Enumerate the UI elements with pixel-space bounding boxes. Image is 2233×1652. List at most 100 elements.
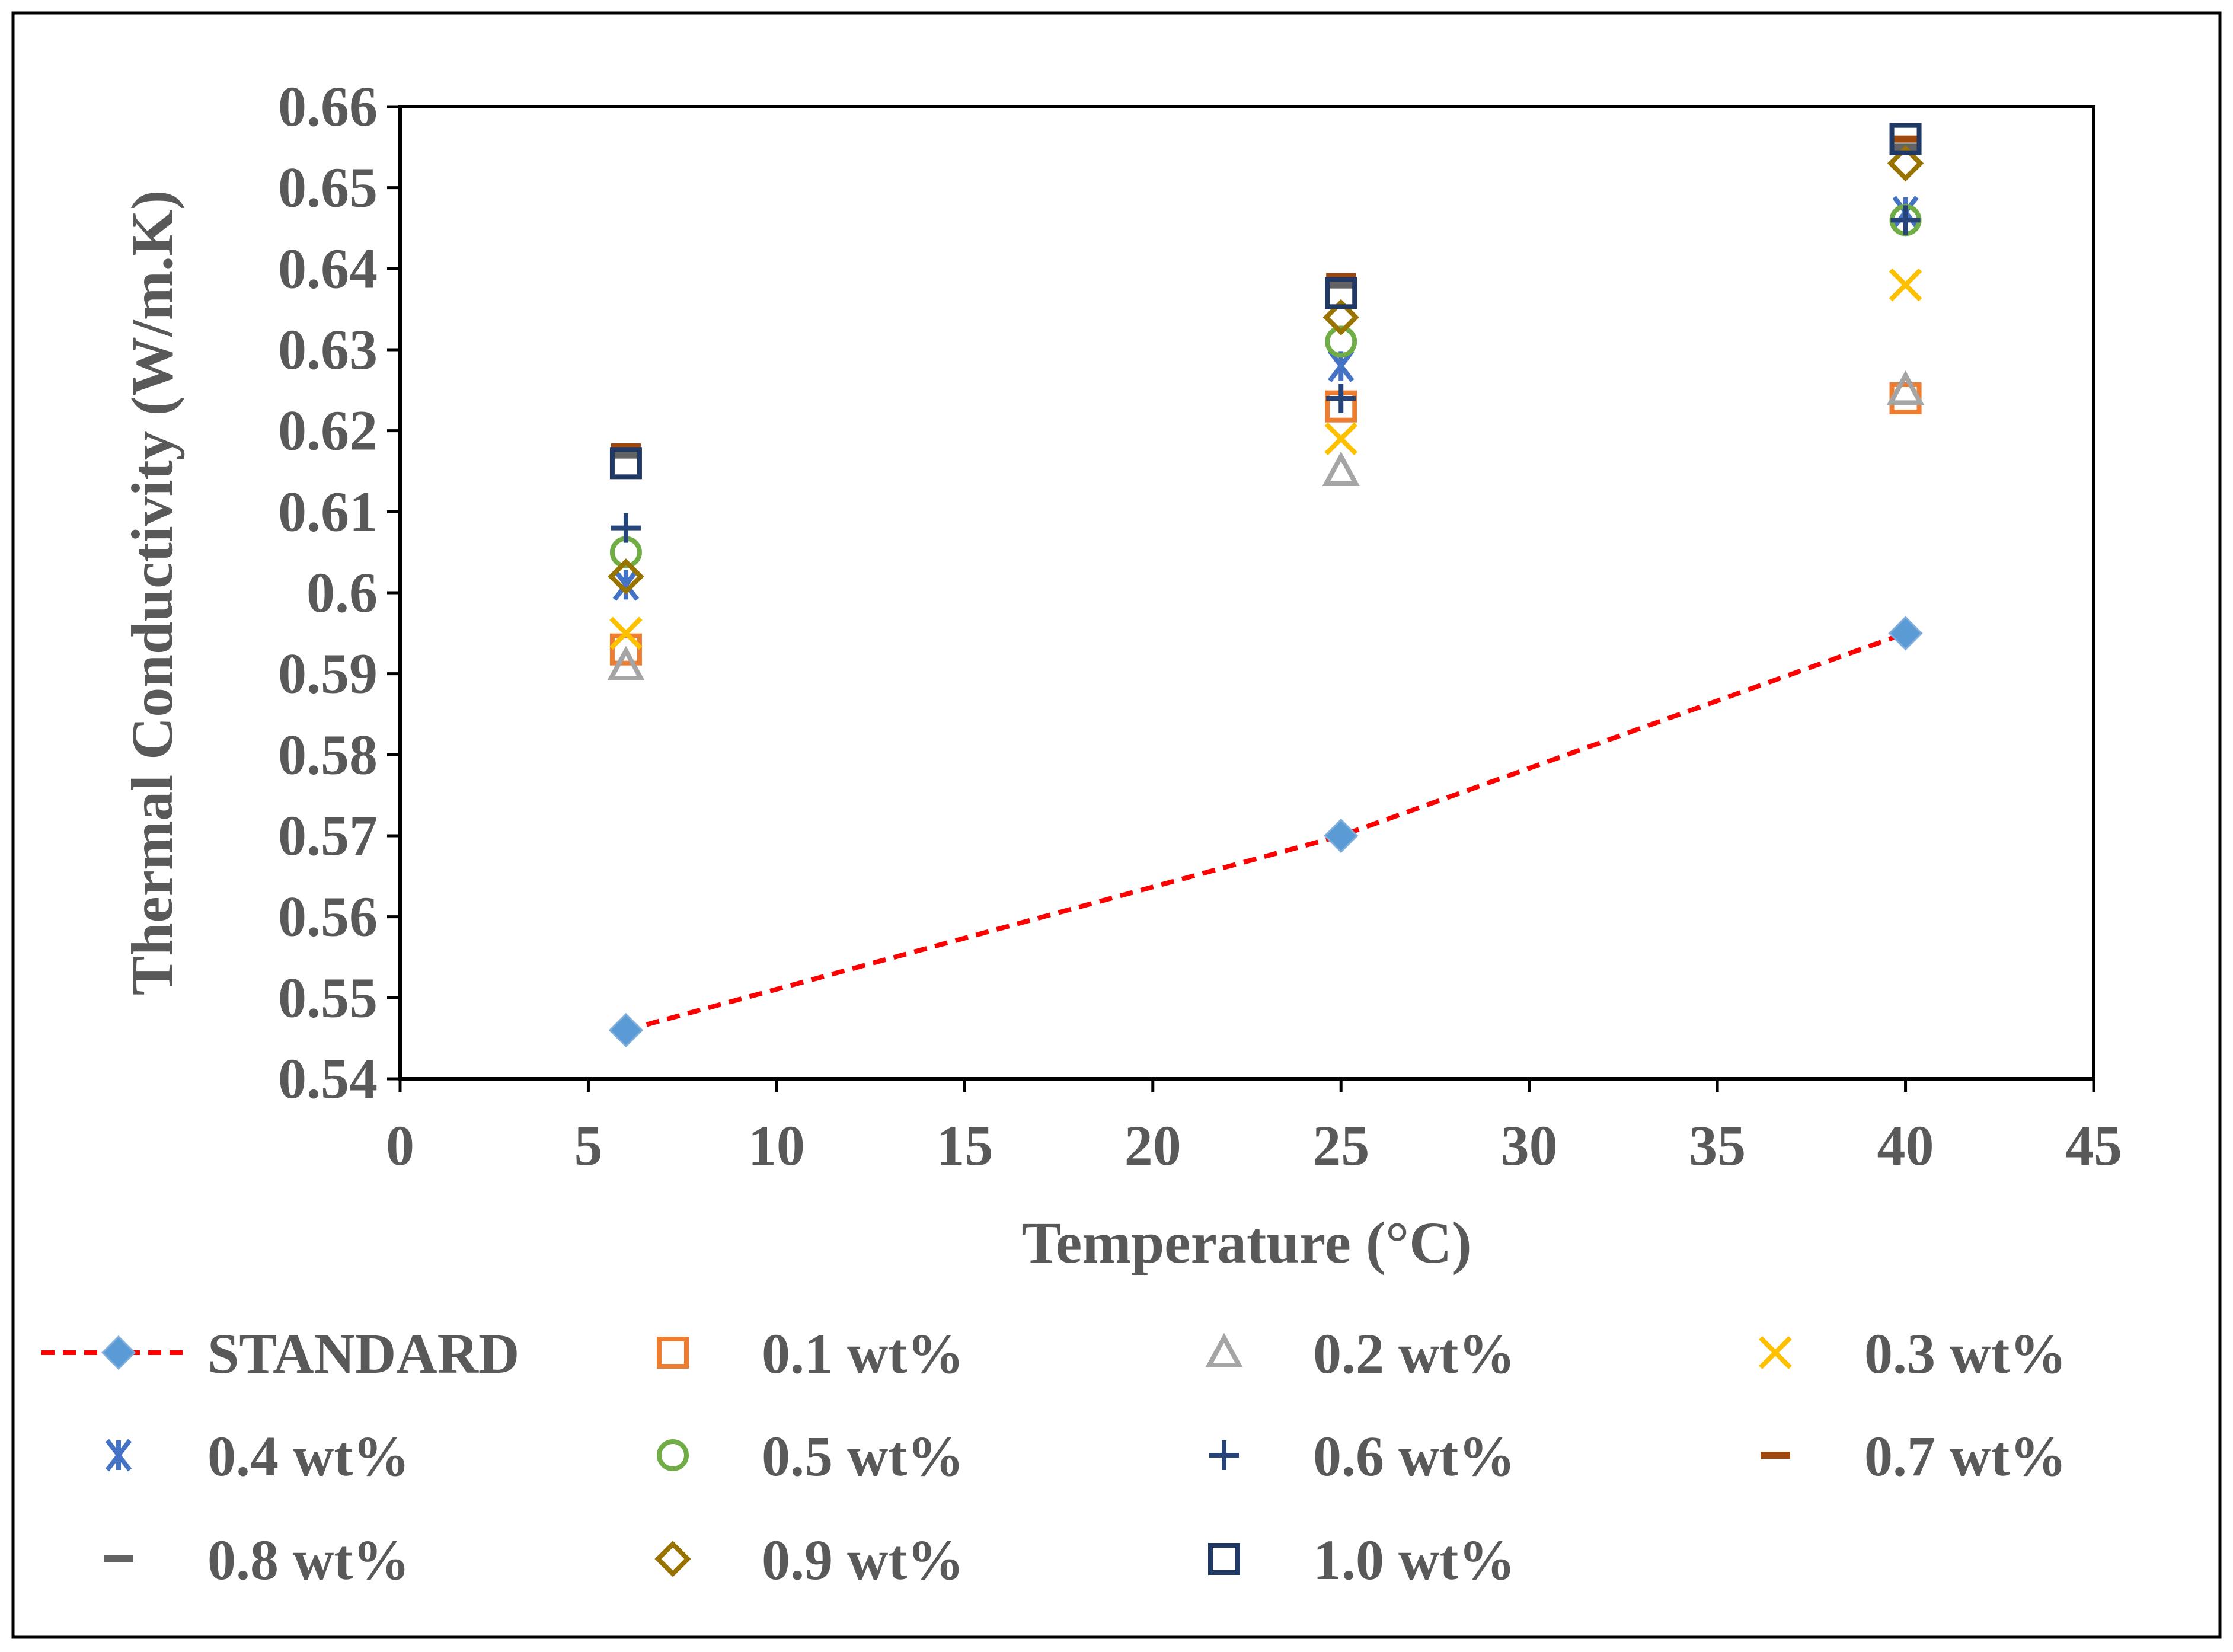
figure-border	[11, 11, 2222, 1639]
x-tick-label: 45	[2065, 1114, 2122, 1177]
square-shape	[657, 1337, 689, 1369]
data-point-series-9	[1322, 299, 1359, 335]
circle-shape	[657, 1439, 689, 1471]
data-point-series-8	[1326, 281, 1356, 289]
diamond-shape	[608, 558, 644, 595]
data-point-series-10	[1889, 123, 1922, 155]
plus-shape	[611, 513, 641, 543]
x-tick-label: 35	[1689, 1114, 1746, 1177]
y-tick-label: 0.62	[278, 399, 378, 462]
data-point-series-10	[1325, 277, 1357, 309]
y-tick-label: 0.57	[278, 804, 378, 867]
triangle-shape	[1886, 370, 1925, 405]
data-point-series-9	[608, 558, 644, 595]
diamond-shape	[1888, 616, 1923, 651]
legend-label: 0.8 wt%	[207, 1528, 410, 1592]
square-shape	[1325, 277, 1357, 309]
y-tick-label: 0.58	[278, 723, 378, 786]
legend-item: 0.3 wt%	[1759, 1322, 2066, 1385]
data-point-series-2	[1886, 370, 1925, 405]
legend-item: 0.8 wt%	[104, 1528, 410, 1592]
dash-shape	[1326, 281, 1356, 289]
square-shape	[1889, 123, 1922, 155]
data-point-series-3	[1324, 422, 1358, 456]
legend-item: 0.9 wt%	[654, 1528, 964, 1592]
legend-marker	[1759, 1336, 1792, 1369]
data-point-series-3	[609, 616, 643, 650]
legend-item: 0.1 wt%	[657, 1322, 964, 1385]
plus-shape	[1890, 205, 1921, 235]
legend-marker	[654, 1541, 691, 1577]
legend-label: 0.4 wt%	[207, 1424, 410, 1488]
x-tick-label: 0	[386, 1114, 414, 1177]
legend-marker	[1208, 1543, 1240, 1575]
y-tick-label: 0.64	[278, 237, 378, 300]
diamond-shape	[1322, 299, 1359, 335]
diamond-shape	[654, 1541, 691, 1577]
plus-shape	[1326, 384, 1356, 413]
x-shape	[1324, 422, 1358, 456]
data-point-series-5	[1325, 325, 1357, 358]
legend-label: STANDARD	[207, 1322, 519, 1385]
legend-label: 0.9 wt%	[762, 1528, 964, 1592]
x-tick-label: 5	[574, 1114, 602, 1177]
x-tick-label: 10	[748, 1114, 805, 1177]
legend-item: STANDARD	[41, 1322, 519, 1385]
legend-item: 0.6 wt%	[1209, 1424, 1515, 1488]
y-tick-label: 0.55	[278, 966, 378, 1029]
data-point-series-2	[1322, 451, 1360, 486]
square-shape	[1208, 1543, 1240, 1575]
legend-marker	[1761, 1452, 1790, 1459]
x-tick-label: 15	[936, 1114, 993, 1177]
plus-shape	[1209, 1440, 1239, 1470]
x-tick-label: 20	[1125, 1114, 1181, 1177]
data-point-series-2	[607, 646, 645, 680]
legend-label: 0.3 wt%	[1864, 1322, 2066, 1385]
data-point-series-0	[1888, 616, 1923, 651]
data-point-series-9	[1887, 145, 1924, 182]
circle-shape	[1325, 325, 1357, 358]
legend-item: 1.0 wt%	[1208, 1528, 1515, 1592]
legend-item: 0.7 wt%	[1761, 1424, 2066, 1488]
data-point-series-0	[1324, 818, 1359, 854]
y-tick-label: 0.61	[278, 480, 378, 543]
legend-label: 0.1 wt%	[762, 1322, 964, 1385]
data-point-series-0	[608, 1012, 644, 1048]
x-tick-label: 25	[1312, 1114, 1369, 1177]
x-tick-label: 40	[1877, 1114, 1934, 1177]
legend-marker	[657, 1337, 689, 1369]
dash-shape	[611, 451, 641, 459]
legend-label: 0.5 wt%	[762, 1424, 964, 1488]
y-tick-label: 0.56	[278, 885, 378, 948]
diamond-shape	[1887, 145, 1924, 182]
legend-marker	[104, 1555, 133, 1562]
legend-item: 0.5 wt%	[657, 1424, 964, 1488]
data-point-series-10	[609, 447, 642, 480]
dash-shape	[1761, 1452, 1790, 1459]
legend-marker	[657, 1439, 689, 1471]
data-point-series-7	[1890, 135, 1921, 143]
triangle-shape	[1205, 1333, 1243, 1367]
data-point-series-6	[1326, 384, 1356, 413]
diamond-shape	[101, 1335, 136, 1370]
x-tick-label: 30	[1501, 1114, 1558, 1177]
legend-label: 0.6 wt%	[1313, 1424, 1515, 1488]
y-axis-title: Thermal Conductivity (W/m.K)	[119, 190, 185, 995]
x-shape	[1759, 1336, 1792, 1369]
legend-marker	[1205, 1333, 1243, 1367]
triangle-shape	[1322, 451, 1360, 486]
legend-label: 1.0 wt%	[1313, 1528, 1515, 1592]
y-tick-label: 0.54	[278, 1047, 378, 1110]
legend-marker	[1209, 1440, 1239, 1470]
data-point-series-6	[611, 513, 641, 543]
legend-marker	[101, 1335, 136, 1370]
dash-shape	[104, 1555, 133, 1562]
y-tick-label: 0.66	[278, 75, 378, 138]
data-point-series-6	[1890, 205, 1921, 235]
star-shape	[105, 1439, 132, 1472]
legend-marker	[105, 1439, 132, 1472]
legend-item: 0.4 wt%	[105, 1424, 410, 1488]
x-shape	[1889, 268, 1922, 302]
